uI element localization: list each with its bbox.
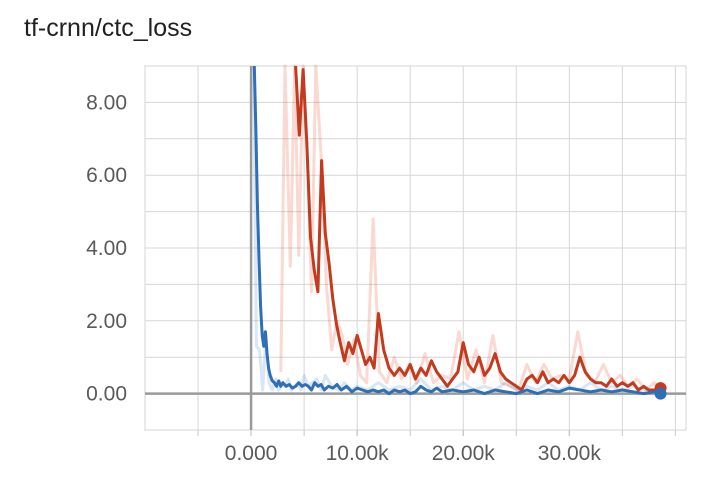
y-tick-label: 6.00 xyxy=(86,164,127,187)
y-tick-label: 8.00 xyxy=(86,91,127,114)
series-1-end-marker xyxy=(654,387,667,400)
series-0-smoothed-line xyxy=(294,65,661,392)
series-0-raw-line xyxy=(279,64,662,392)
y-tick-label: 4.00 xyxy=(86,237,127,260)
grid-lines xyxy=(144,65,687,431)
y-tick-label: 0.00 xyxy=(86,383,127,406)
series-1-smoothed-line xyxy=(252,65,661,396)
chart-title: tf-crnn/ctc_loss xyxy=(24,14,193,42)
y-tick-label: 2.00 xyxy=(86,310,127,333)
chart-series xyxy=(252,64,667,400)
x-tick-label: 20.00k xyxy=(432,442,496,465)
x-tick-label: 0.000 xyxy=(225,442,278,465)
x-tick-label: 30.00k xyxy=(538,442,602,465)
x-tick-label: 10.00k xyxy=(326,442,390,465)
chart-axes xyxy=(145,66,686,436)
tick-labels: 0.00 2.00 4.00 6.00 8.00 0.000 10.00k 20.00k 30.… xyxy=(86,91,601,465)
